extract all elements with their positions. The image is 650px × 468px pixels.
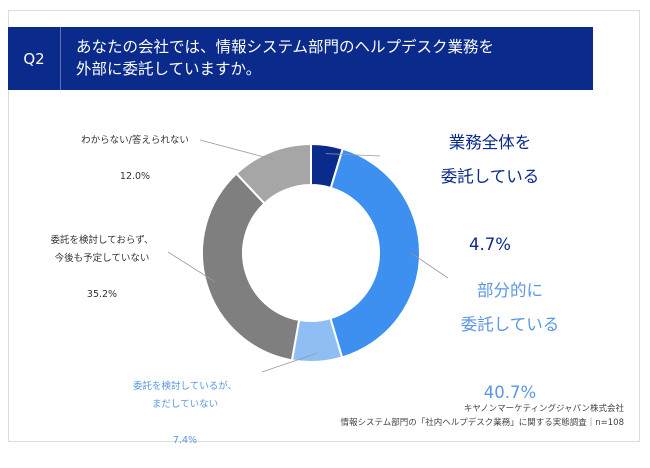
slice-value-unknown: 12.0% (119, 171, 151, 182)
leader-line-partial (411, 252, 449, 279)
slice-value-considering: 7.4% (172, 435, 198, 446)
donut-slice-partial (329, 147, 421, 359)
slice-value-partial: 40.7% (483, 383, 537, 402)
question-number-badge: Q2 (8, 27, 61, 90)
slice-label-not-planned-text: 委託を検討しておらず、 今後も予定していない (50, 235, 154, 264)
slice-label-unknown-text: わからない/答えられない (81, 135, 189, 146)
leader-line-unknown (199, 139, 275, 160)
slice-label-not-planned: 委託を検討しておらず、 今後も予定していない 35.2% (12, 214, 192, 322)
leader-line-considering (261, 352, 317, 373)
slice-label-entire-text: 業務全体を 委託している (440, 133, 540, 186)
question-header: Q2 あなたの会社では、情報システム部門のヘルプデスク業務を 外部に委託していま… (8, 27, 593, 90)
source-company: キヤノンマーケティングジャパン株式会社 (463, 404, 624, 414)
leader-line-entire (325, 153, 381, 157)
slice-label-entire: 業務全体を 委託している 4.7% (420, 92, 560, 296)
donut-slice-not-planned (201, 172, 301, 362)
donut-chart (167, 139, 449, 373)
question-text: あなたの会社では、情報システム部門のヘルプデスク業務を 外部に委託していますか。 (76, 38, 495, 78)
slice-label-partial: 部分的に 委託している 40.7% (440, 240, 580, 444)
leader-line-not-planned (167, 251, 215, 282)
source-survey: 情報システム部門の「社内ヘルプデスク業務」に関する実態調査｜n=108 (340, 418, 624, 428)
slice-label-considering: 委託を検討しているが、 まだしていない 7.4% (100, 360, 270, 468)
slice-label-partial-text: 部分的に 委託している (460, 281, 560, 334)
slice-label-considering-text: 委託を検討しているが、 まだしていない (132, 381, 238, 410)
donut-slice-unknown (234, 142, 312, 205)
slice-value-not-planned: 35.2% (86, 289, 118, 300)
slice-label-unknown: わからない/答えられない 12.0% (50, 114, 220, 204)
slice-value-entire: 4.7% (469, 235, 511, 254)
